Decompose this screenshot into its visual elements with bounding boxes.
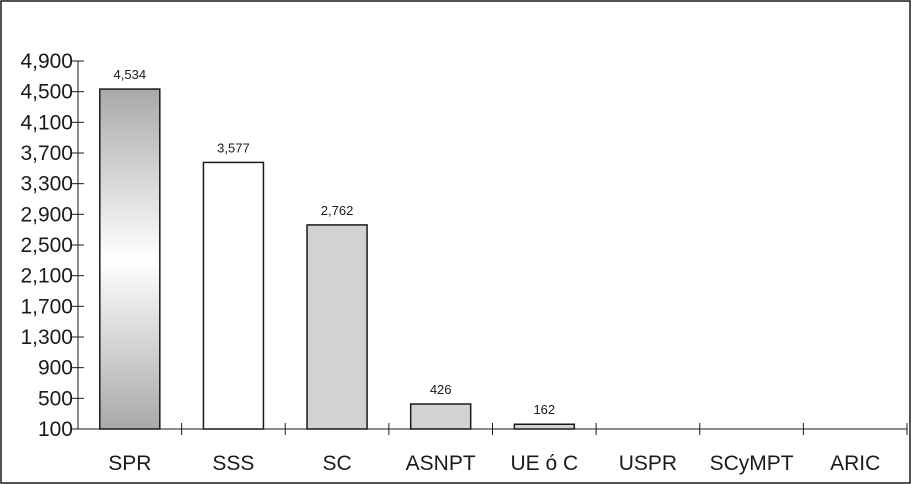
x-category-label: SC bbox=[322, 452, 351, 475]
y-tick-label: 4,900 bbox=[20, 50, 73, 73]
y-tick-label: 1,700 bbox=[20, 295, 73, 318]
y-axis: 100 500 900 1,300 1,700 2,100 2,500 2,900 3,300 3… bbox=[20, 50, 84, 441]
category-label-group: SPR SSS SC ASNPT UE ó C USPR SCyMPT ARIC bbox=[108, 452, 880, 475]
bar-group bbox=[99, 88, 576, 430]
x-category-label: UE ó C bbox=[510, 452, 578, 475]
data-label-group: 4,534 3,577 2,762 426 162 bbox=[114, 67, 556, 417]
x-category-label: ASNPT bbox=[406, 452, 476, 475]
bar-value-label: 162 bbox=[533, 402, 555, 417]
bar-value-label: 426 bbox=[430, 382, 452, 397]
y-tick-label: 4,100 bbox=[20, 111, 73, 134]
x-category-label: SSS bbox=[212, 452, 254, 475]
y-tick-label: 3,700 bbox=[20, 142, 73, 165]
y-tick-label: 500 bbox=[38, 387, 73, 410]
x-category-label: USPR bbox=[619, 452, 677, 475]
y-tick-label: 2,100 bbox=[20, 265, 73, 288]
x-category-label: ARIC bbox=[830, 452, 880, 475]
y-tick-label: 2,500 bbox=[20, 234, 73, 257]
y-tick-label: 1,300 bbox=[20, 326, 73, 349]
bar bbox=[409, 403, 472, 430]
y-tick-label: 4,500 bbox=[20, 81, 73, 104]
y-tick-label: 3,300 bbox=[20, 173, 73, 196]
bar-value-label: 4,534 bbox=[114, 67, 147, 82]
x-category-label: SPR bbox=[108, 452, 151, 475]
bar-value-label: 3,577 bbox=[217, 140, 250, 155]
bar bbox=[306, 224, 368, 430]
y-tick-label: 2,900 bbox=[20, 203, 73, 226]
bar bbox=[202, 161, 265, 430]
bar bbox=[99, 88, 161, 430]
bar-value-label: 2,762 bbox=[321, 203, 354, 218]
y-tick-label: 100 bbox=[38, 418, 73, 441]
x-category-label: SCyMPT bbox=[710, 452, 794, 475]
bar bbox=[513, 423, 576, 430]
y-tick-label: 900 bbox=[38, 357, 73, 380]
